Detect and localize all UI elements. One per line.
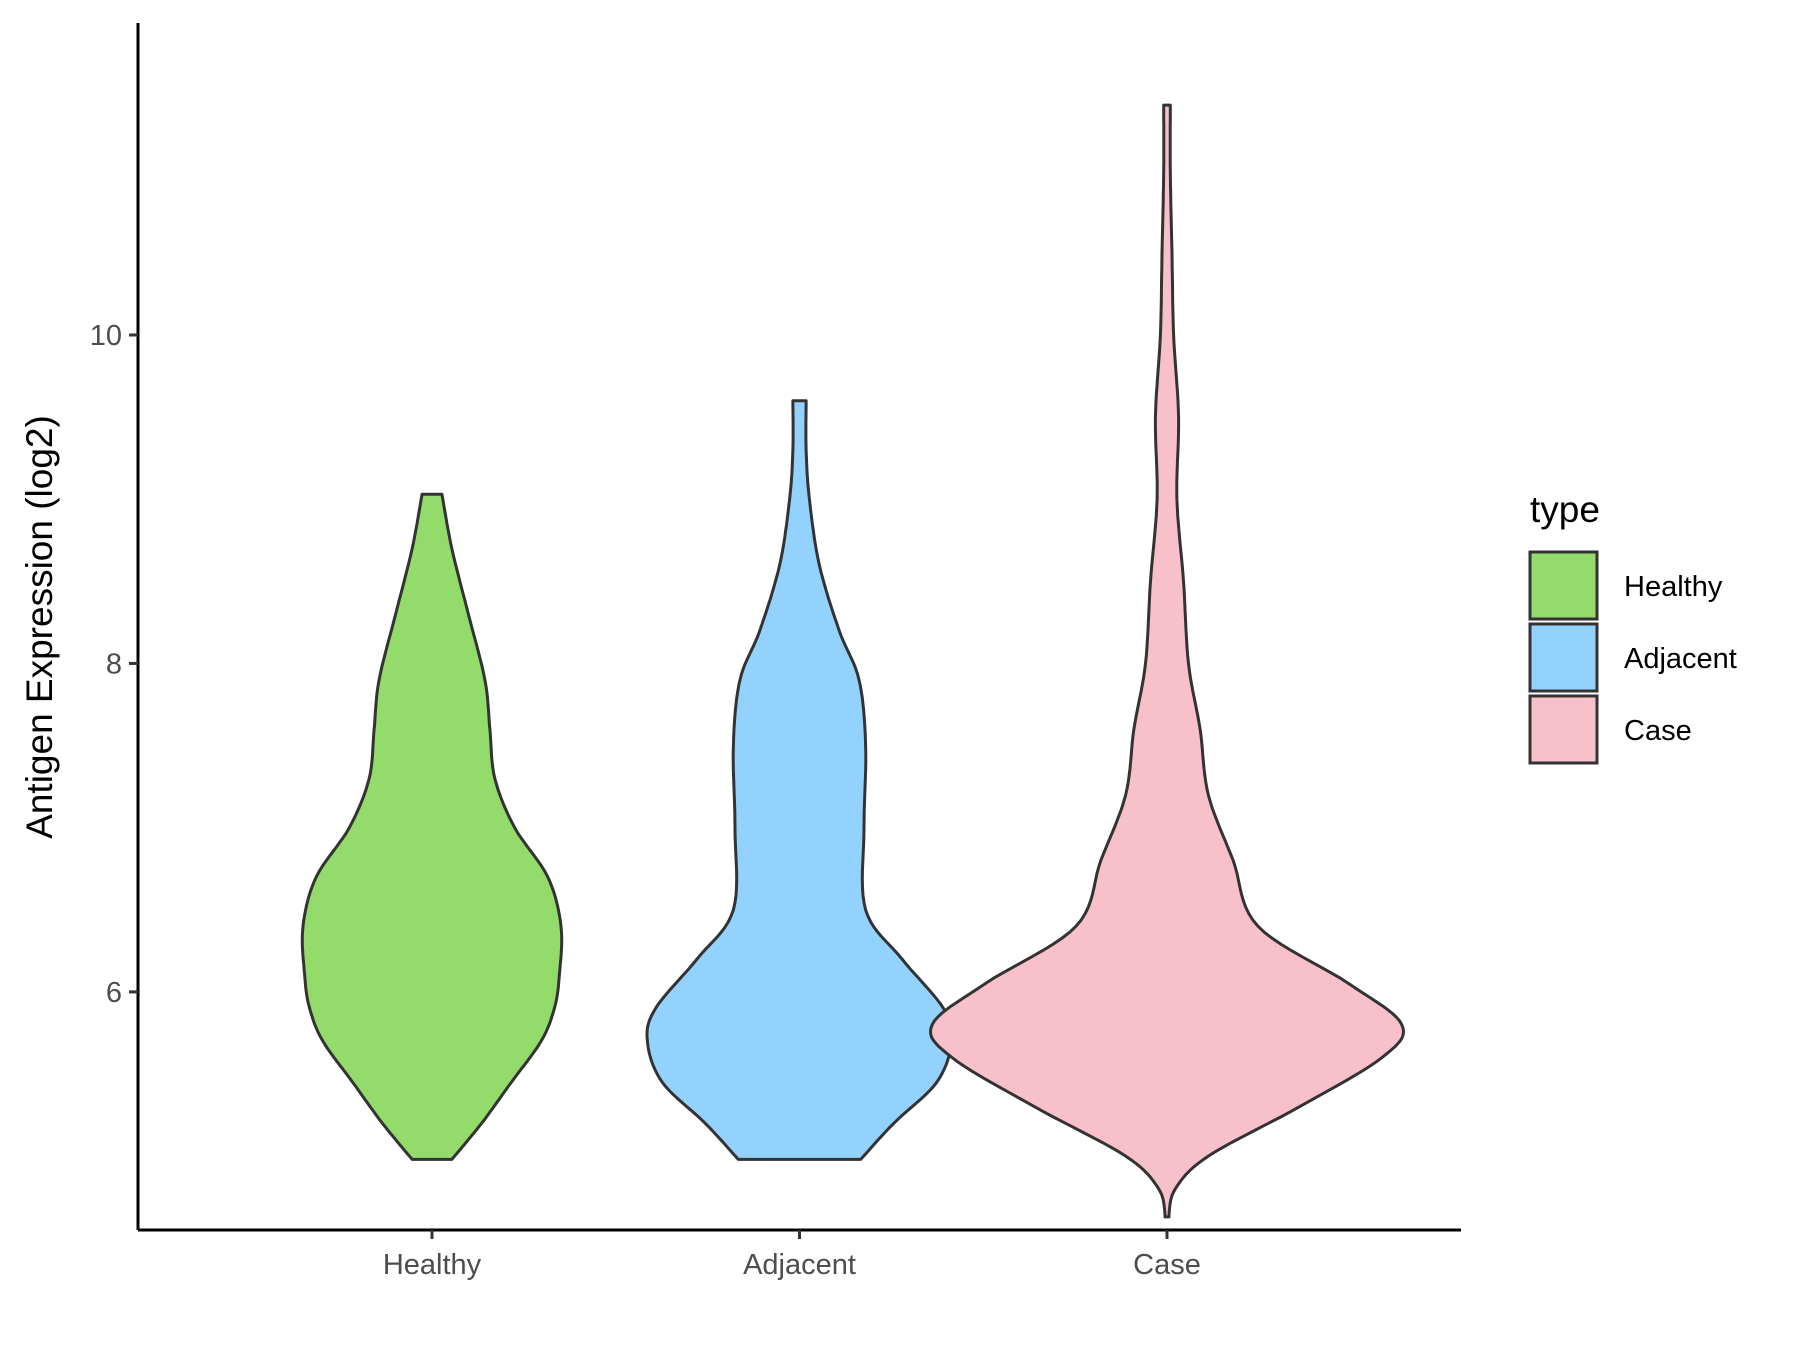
x-ticks: Healthy Adjacent Case: [383, 1230, 1201, 1281]
legend-label-case: Case: [1624, 715, 1692, 747]
violin-healthy: [300, 492, 564, 1161]
legend-label-healthy: Healthy: [1624, 571, 1723, 603]
legend-swatch-healthy: [1528, 550, 1599, 621]
legend-swatch-adjacent: [1528, 622, 1599, 693]
x-tick-label-healthy: Healthy: [383, 1249, 482, 1281]
y-tick-label: 10: [90, 320, 122, 352]
legend-entries: Healthy Adjacent Case: [1528, 550, 1737, 765]
legend-label-adjacent: Adjacent: [1624, 643, 1737, 675]
legend-swatch-case: [1528, 694, 1599, 765]
violin-case: [929, 103, 1405, 1219]
y-axis-title: Antigen Expression (log2): [19, 415, 60, 839]
legend: type Healthy Adjacent Case: [1528, 489, 1737, 765]
violins-group: [300, 103, 1405, 1219]
legend-title: type: [1530, 489, 1600, 530]
violin-adjacent: [645, 399, 954, 1161]
y-tick-label: 8: [106, 648, 122, 680]
x-tick-label-adjacent: Adjacent: [743, 1249, 856, 1281]
y-ticks: 6 8 10: [90, 320, 138, 1009]
x-tick-label-case: Case: [1133, 1249, 1201, 1281]
y-tick-label: 6: [106, 977, 122, 1009]
